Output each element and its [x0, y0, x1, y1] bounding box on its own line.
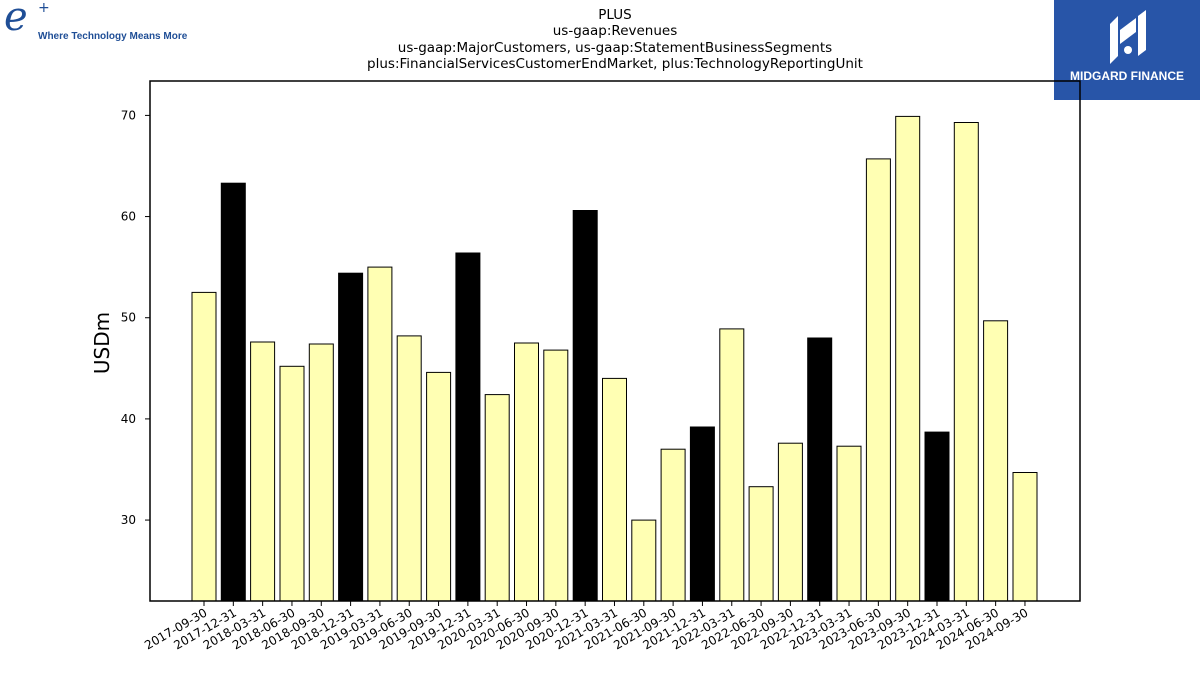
company-logo-eplus: e + Where Technology Means More: [4, 0, 204, 46]
logo-plus-mark: +: [38, 0, 50, 16]
bar-2018-12-31: [338, 272, 364, 602]
bar-2024-06-30: [983, 320, 1009, 602]
bar-2021-06-30: [631, 519, 657, 602]
bar-2022-06-30: [748, 486, 774, 602]
logo-tagline: Where Technology Means More: [38, 31, 188, 42]
y-tick-label: 60: [121, 210, 136, 224]
bar-2018-09-30: [308, 343, 334, 602]
bar-2022-12-31: [807, 337, 833, 602]
midgard-brand-name: MIDGARD FINANCE: [1070, 69, 1184, 83]
bar-2017-09-30: [191, 291, 217, 602]
title-line-2: us-gaap:Revenues: [552, 23, 678, 40]
bar-2020-12-31: [572, 210, 598, 602]
title-line-4: plus:FinancialServicesCustomerEndMarket,…: [367, 55, 863, 72]
bar-2024-03-31: [953, 122, 979, 602]
bar-2018-06-30: [279, 365, 305, 602]
y-tick-label: 70: [121, 108, 136, 122]
bar-2023-06-30: [865, 158, 891, 602]
y-tick-label: 50: [121, 311, 136, 325]
logo-e-mark: e: [4, 0, 28, 40]
title-line-3: us-gaap:MajorCustomers, us-gaap:Statemen…: [397, 39, 833, 56]
title-line-1: PLUS: [598, 7, 632, 23]
bar-2023-03-31: [836, 445, 862, 602]
bar-2019-03-31: [367, 266, 393, 602]
y-tick-label: 40: [121, 412, 136, 426]
bar-2019-12-31: [455, 252, 481, 602]
midgard-finance-logo: MIDGARD FINANCE: [1054, 0, 1200, 100]
bars-group: [191, 115, 1038, 602]
bar-2018-03-31: [250, 341, 276, 602]
bar-2022-09-30: [777, 442, 803, 602]
bar-2021-03-31: [602, 377, 627, 602]
bar-2019-06-30: [396, 335, 422, 602]
bar-2017-12-31: [220, 182, 246, 602]
bar-2019-09-30: [426, 371, 452, 602]
bar-2020-06-30: [514, 342, 539, 602]
y-tick-label: 30: [121, 513, 136, 527]
bar-2021-12-31: [689, 426, 715, 602]
y-axis: 30 40 50 60 70: [121, 108, 150, 527]
midgard-logo-icon: [1110, 10, 1146, 64]
bar-2020-09-30: [543, 349, 569, 602]
x-axis: 2017-09-302017-12-312018-03-312018-06-30…: [142, 601, 1030, 652]
chart-title: PLUS us-gaap:Revenues us-gaap:MajorCusto…: [150, 7, 1080, 72]
bar-2021-09-30: [660, 448, 686, 602]
bar-2020-03-31: [484, 394, 510, 602]
bar-2023-12-31: [924, 431, 950, 602]
bar-2023-09-30: [895, 115, 921, 602]
bar-2024-09-30: [1012, 472, 1038, 602]
plot-frame: [149, 80, 1081, 602]
y-axis-label: USDm: [90, 312, 114, 374]
bar-2022-03-31: [719, 328, 745, 602]
